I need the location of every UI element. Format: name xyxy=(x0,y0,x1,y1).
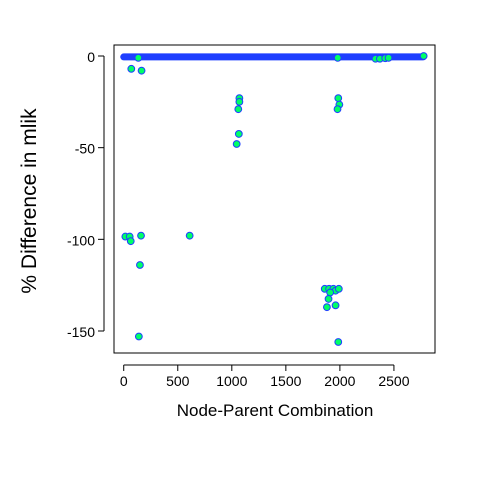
data-point xyxy=(234,105,243,114)
data-point xyxy=(324,295,333,303)
x-tick-label: 2500 xyxy=(378,373,409,389)
x-axis: 0 500 1000 1500 2000 2500 xyxy=(120,364,410,389)
data-point xyxy=(185,231,194,240)
x-tick-label: 1500 xyxy=(270,373,301,389)
x-tick-label: 500 xyxy=(166,373,190,389)
x-axis-title: Node-Parent Combination xyxy=(177,401,374,420)
data-point xyxy=(137,66,146,75)
x-tick-label: 2000 xyxy=(324,373,355,389)
data-point xyxy=(134,53,143,62)
data-point xyxy=(127,64,136,73)
data-point xyxy=(326,288,335,297)
plot-area-frame xyxy=(113,44,436,354)
data-point xyxy=(334,284,343,293)
data-point xyxy=(334,94,343,103)
data-points xyxy=(121,52,428,346)
data-point xyxy=(232,140,241,148)
data-point xyxy=(384,53,393,62)
data-point xyxy=(126,237,135,246)
data-point xyxy=(136,261,144,269)
data-point xyxy=(333,105,342,114)
data-point xyxy=(333,53,342,62)
data-point xyxy=(419,52,428,60)
data-point xyxy=(234,130,243,138)
y-tick-label: -50 xyxy=(75,141,95,157)
data-point xyxy=(323,303,331,312)
y-axis-title: % Difference in mlik xyxy=(18,108,41,294)
y-axis: 0 -50 -100 -150 xyxy=(67,49,105,340)
y-tick-label: 0 xyxy=(87,49,95,65)
x-tick-label: 1000 xyxy=(216,373,247,389)
y-tick-label: -150 xyxy=(67,324,95,340)
data-point xyxy=(334,338,343,346)
data-point xyxy=(137,231,145,240)
data-point xyxy=(134,332,143,341)
data-point xyxy=(235,97,244,106)
y-tick-label: -100 xyxy=(67,232,95,248)
x-tick-label: 0 xyxy=(120,373,128,389)
data-point xyxy=(331,301,340,310)
